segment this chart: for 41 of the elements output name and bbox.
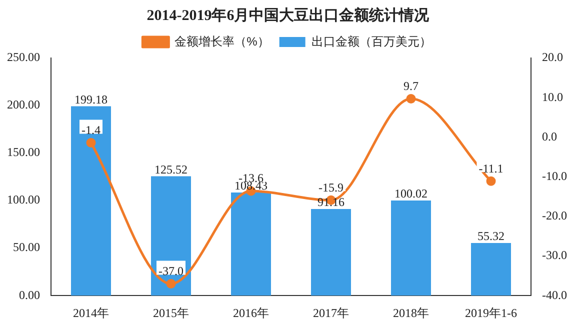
bar [471, 243, 512, 296]
y-tick-label: 150.00 [7, 145, 40, 160]
y2-tick-label: 10.0 [542, 90, 564, 104]
bar [151, 176, 191, 296]
data-label: -15.9 [318, 180, 344, 194]
x-tick-label: 2015年 [153, 306, 189, 320]
data-label: -37.0 [158, 264, 184, 278]
data-label: -1.4 [82, 122, 100, 137]
legend-label: 出口金额（百万美元） [311, 34, 432, 48]
point [86, 138, 96, 148]
data-label: -11.1 [478, 161, 504, 176]
point [406, 94, 416, 104]
x-tick-label: 2016年 [233, 306, 269, 320]
y-tick-label: 100.00 [7, 192, 40, 207]
y2-tick-label: 20.0 [542, 50, 564, 64]
x-tick-label: 2018年 [393, 306, 430, 320]
bar [311, 208, 352, 296]
chart-title: 2014-2019年6月中国大豆出口金额统计情况 [146, 6, 430, 25]
y-tick-label: 250.00 [7, 50, 40, 64]
x-tick-label: 2014年 [73, 306, 109, 320]
y2-tick-label: -20.0 [542, 208, 568, 223]
bar [231, 192, 271, 296]
x-tick-label: 2019年1-6 [465, 306, 518, 320]
point [486, 176, 496, 186]
legend-label: 金额增长率（%） [174, 34, 270, 48]
data-label: 125.52 [154, 162, 188, 176]
y2-tick-label: -30.0 [542, 248, 568, 262]
y-tick-label: 200.00 [7, 98, 40, 112]
bar [71, 106, 111, 296]
y2-tick-label: -10.0 [542, 168, 568, 183]
data-label: 100.02 [394, 186, 428, 201]
point [166, 278, 176, 288]
bar [391, 200, 432, 296]
y2-tick-label: 0.0 [542, 129, 558, 144]
y2-tick-label: -40.0 [542, 288, 568, 302]
data-label: 55.32 [478, 229, 505, 244]
y-tick-label: 50.00 [13, 240, 40, 254]
data-label: 9.7 [404, 78, 419, 93]
y-tick-label: 0.00 [19, 288, 40, 302]
data-label: 199.18 [74, 92, 108, 106]
x-tick-label: 2017年 [313, 306, 349, 320]
